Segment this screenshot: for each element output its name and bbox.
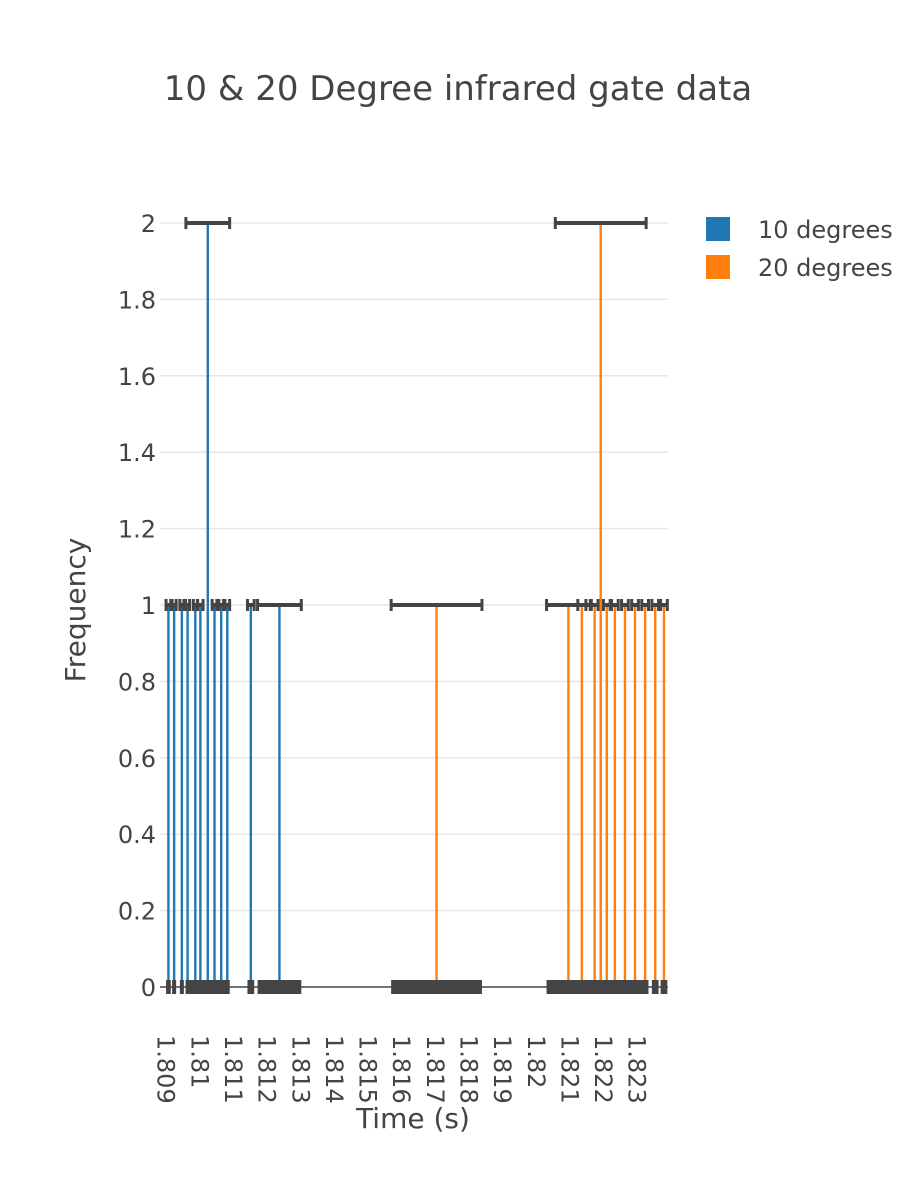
bar xyxy=(194,605,197,987)
bar xyxy=(567,605,570,987)
bar xyxy=(580,605,584,987)
plot-area xyxy=(167,223,666,987)
y-tick-label: 1.8 xyxy=(118,286,156,314)
legend-label: 20 degrees xyxy=(758,254,893,282)
x-tick-label: 1.811 xyxy=(219,1035,247,1104)
bar xyxy=(220,605,223,987)
y-tick-label: 1.2 xyxy=(118,516,156,544)
x-tick-label: 1.821 xyxy=(555,1035,583,1104)
bar xyxy=(226,605,229,987)
x-tick-label: 1.816 xyxy=(387,1035,415,1104)
bar xyxy=(623,605,627,987)
x-tick-label: 1.818 xyxy=(455,1035,483,1104)
bar xyxy=(180,605,184,987)
x-tick-label: 1.82 xyxy=(522,1035,550,1088)
x-tick-label: 1.813 xyxy=(286,1035,314,1104)
x-tick-label: 1.809 xyxy=(152,1035,180,1104)
x-tick-label: 1.817 xyxy=(421,1035,449,1104)
bar xyxy=(599,223,602,987)
bar xyxy=(662,605,666,987)
bar xyxy=(613,605,617,987)
x-tick-label: 1.819 xyxy=(488,1035,516,1104)
x-tick-label: 1.814 xyxy=(320,1035,348,1104)
bar xyxy=(199,605,202,987)
y-axis: 0 0.2 0.4 0.6 0.8 1 1.2 1.4 1.6 1.8 2 xyxy=(118,210,156,1002)
bar xyxy=(278,605,281,987)
y-tick-label: 0 xyxy=(141,974,156,1002)
y-tick-label: 1.4 xyxy=(118,439,156,467)
y-axis-title: Frequency xyxy=(59,538,92,683)
y-tick-label: 2 xyxy=(141,210,156,238)
legend-swatch xyxy=(706,255,730,279)
chart-title: 10 & 20 Degree infrared gate data xyxy=(164,69,752,109)
y-tick-label: 0.6 xyxy=(118,745,156,773)
bar xyxy=(213,605,216,987)
x-axis: 1.809 1.81 1.811 1.812 1.813 1.814 1.815 1.816 1… xyxy=(152,1035,651,1104)
bar xyxy=(186,605,189,987)
bar xyxy=(605,605,608,987)
x-tick-label: 1.812 xyxy=(253,1035,281,1104)
x-axis-title: Time (s) xyxy=(355,1102,470,1135)
y-tick-label: 1.6 xyxy=(118,363,156,391)
bar xyxy=(435,605,438,987)
bar xyxy=(172,605,176,987)
legend-swatch xyxy=(706,217,730,241)
y-tick-label: 1 xyxy=(141,592,156,620)
y-tick-label: 0.2 xyxy=(118,898,156,926)
x-tick-label: 1.815 xyxy=(354,1035,382,1104)
bar xyxy=(206,223,209,987)
error-bars xyxy=(164,217,669,994)
bar xyxy=(654,605,657,987)
x-tick-label: 1.823 xyxy=(623,1035,651,1104)
bar xyxy=(633,605,637,987)
bar xyxy=(593,605,596,987)
bar xyxy=(249,605,253,987)
bar xyxy=(643,605,647,987)
legend-label: 10 degrees xyxy=(758,216,893,244)
y-tick-label: 0.8 xyxy=(118,668,156,696)
x-tick-label: 1.822 xyxy=(589,1035,617,1104)
y-tick-label: 0.4 xyxy=(118,821,156,849)
legend: 10 degrees 20 degrees xyxy=(706,216,893,282)
bar xyxy=(167,605,170,987)
x-tick-label: 1.81 xyxy=(185,1035,213,1088)
